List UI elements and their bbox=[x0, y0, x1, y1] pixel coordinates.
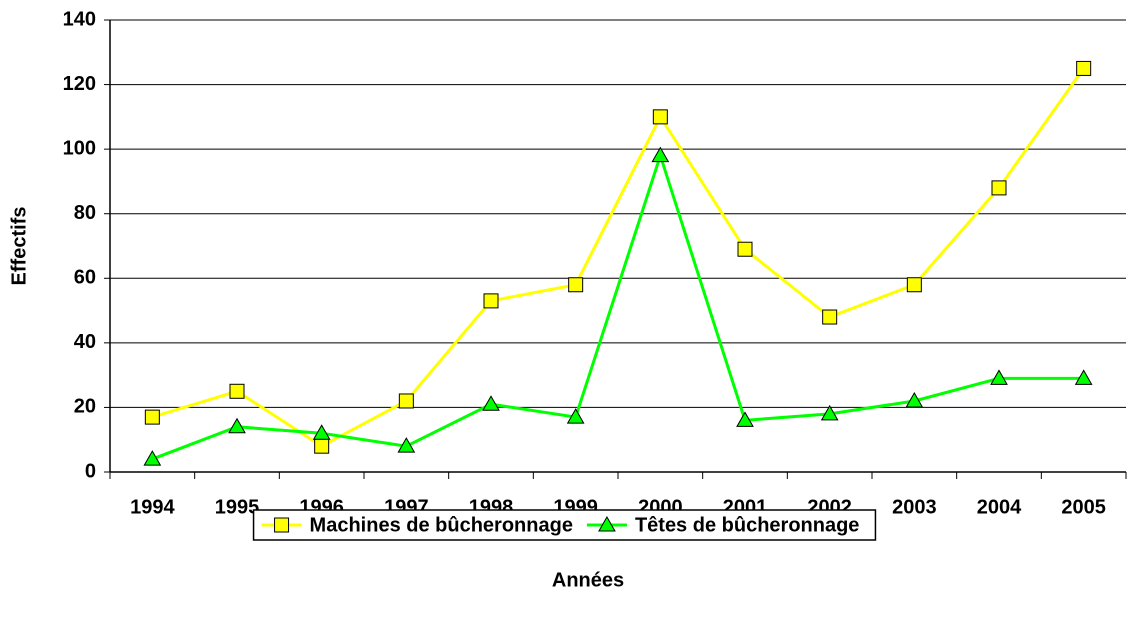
marker bbox=[1076, 60, 1092, 76]
legend-label: Machines de bûcheronnage bbox=[310, 514, 573, 536]
y-tick-label: 40 bbox=[74, 331, 96, 353]
legend-label: Têtes de bûcheronnage bbox=[635, 514, 860, 536]
marker bbox=[822, 309, 838, 325]
y-axis-title: Effectifs bbox=[8, 207, 30, 286]
y-tick-label: 80 bbox=[74, 202, 96, 224]
marker bbox=[906, 277, 922, 293]
x-tick-label: 2005 bbox=[1061, 496, 1106, 518]
marker bbox=[143, 450, 162, 466]
marker bbox=[482, 395, 500, 411]
marker bbox=[566, 408, 585, 424]
y-tick-label: 20 bbox=[74, 396, 96, 418]
y-tick-label: 60 bbox=[74, 267, 96, 289]
marker bbox=[229, 383, 245, 399]
marker bbox=[737, 241, 753, 257]
marker bbox=[398, 393, 414, 409]
marker bbox=[483, 293, 499, 309]
y-tick-label: 140 bbox=[63, 8, 96, 30]
marker bbox=[598, 515, 616, 532]
marker bbox=[228, 417, 246, 434]
x-tick-label: 1994 bbox=[130, 496, 175, 518]
x-tick-label: 2004 bbox=[977, 496, 1022, 518]
marker bbox=[990, 369, 1008, 385]
x-axis-title: Années bbox=[552, 569, 624, 591]
y-tick-label: 0 bbox=[85, 460, 96, 482]
marker bbox=[652, 109, 668, 125]
marker bbox=[314, 438, 330, 454]
y-tick-label: 100 bbox=[63, 137, 96, 159]
series-line bbox=[151, 150, 1084, 461]
marker bbox=[1074, 369, 1093, 385]
marker bbox=[651, 146, 670, 163]
series-line bbox=[151, 67, 1085, 448]
marker bbox=[820, 404, 839, 421]
x-tick-label: 1995 bbox=[215, 496, 260, 518]
marker bbox=[274, 517, 290, 533]
marker bbox=[991, 180, 1007, 196]
legend-box bbox=[252, 509, 877, 541]
marker bbox=[144, 409, 160, 425]
y-tick-label: 120 bbox=[63, 73, 96, 95]
marker bbox=[312, 424, 331, 440]
marker bbox=[568, 277, 584, 293]
x-tick-label: 2003 bbox=[892, 496, 937, 518]
marker bbox=[736, 411, 754, 427]
marker bbox=[905, 391, 924, 408]
marker bbox=[397, 437, 416, 453]
